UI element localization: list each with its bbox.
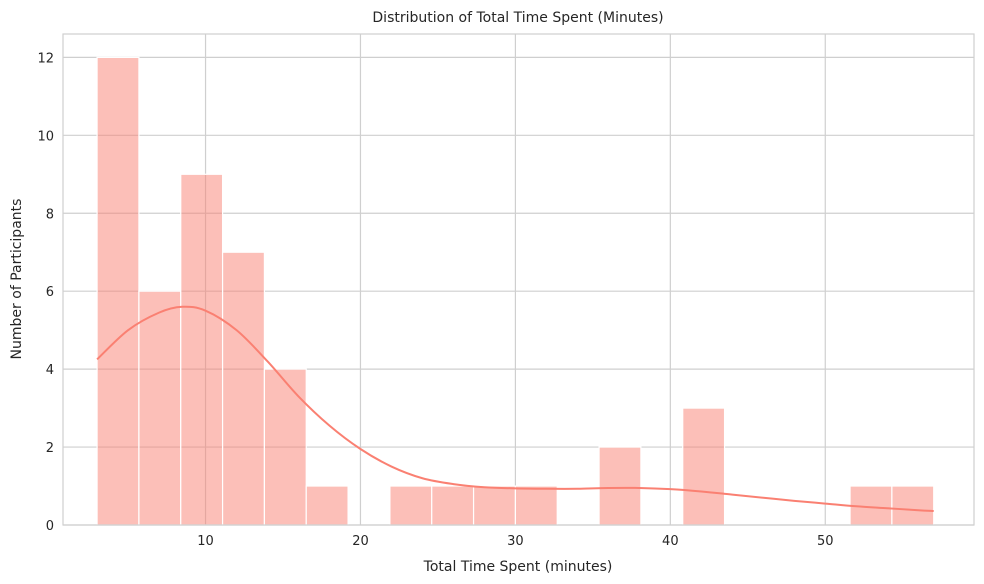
y-tick-label-6: 12: [37, 51, 54, 66]
x-tick-label-0: 10: [197, 534, 214, 549]
histogram-bar-7: [431, 485, 475, 526]
kde-curve: [96, 305, 934, 512]
x-axis-label: Total Time Spent (minutes): [423, 559, 613, 575]
bars-layer: [96, 56, 935, 526]
y-tick-label-3: 6: [46, 285, 54, 300]
histogram-bar-11: [682, 407, 726, 526]
histogram-bar-8: [472, 485, 517, 526]
histogram-bar-4: [263, 368, 307, 526]
plot-frame: [62, 33, 975, 526]
x-tick-label-2: 30: [507, 534, 524, 549]
y-tick-label-5: 10: [37, 129, 54, 144]
kde-layer: [96, 305, 934, 512]
x-tick-label-4: 50: [817, 534, 834, 549]
y-tick-label-1: 2: [46, 441, 54, 456]
y-tick-label-0: 0: [46, 519, 54, 534]
histogram-bar-2: [180, 173, 224, 526]
histogram-bar-0: [96, 56, 140, 526]
x-tick-label-1: 20: [352, 534, 369, 549]
x-tick-labels: 10 20 30 40 50: [197, 534, 833, 549]
histogram-bar-3: [221, 251, 266, 526]
y-tick-labels: 0 2 4 6 8 10 12: [37, 51, 54, 534]
histogram-bar-9: [514, 485, 558, 526]
chart-title: Distribution of Total Time Spent (Minute…: [372, 10, 663, 26]
histogram-bar-5: [305, 485, 349, 526]
histogram-bar-13: [891, 485, 935, 526]
histogram-bar-10: [598, 446, 642, 526]
histogram-bar-6: [389, 485, 433, 526]
y-tick-label-2: 4: [46, 363, 54, 378]
y-axis-label: Number of Participants: [9, 199, 25, 360]
y-tick-label-4: 8: [46, 207, 54, 222]
x-tick-label-3: 40: [662, 534, 679, 549]
histogram-bar-1: [138, 290, 182, 526]
